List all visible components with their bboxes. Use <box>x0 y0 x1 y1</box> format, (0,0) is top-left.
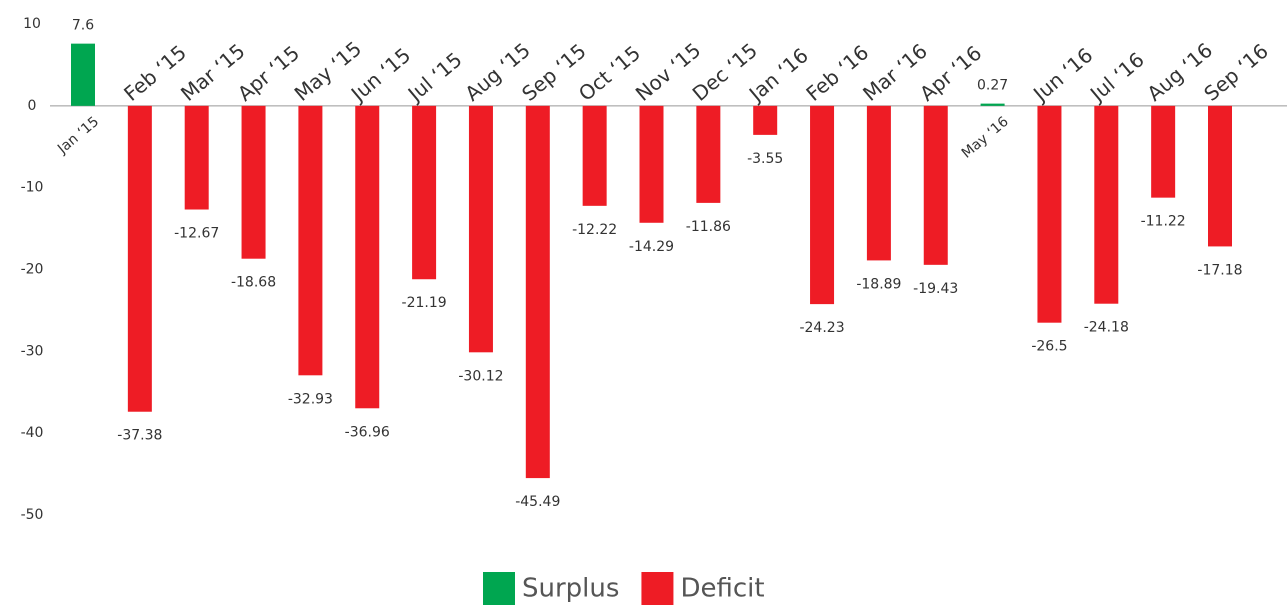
y-tick-label: 10 <box>23 16 41 32</box>
legend-swatch <box>641 572 674 605</box>
bar <box>71 43 95 106</box>
y-tick-label: -40 <box>21 425 44 441</box>
data-label: -12.22 <box>572 222 617 238</box>
bar <box>298 105 323 376</box>
x-tick-label: Jul ‘15 <box>402 47 467 107</box>
x-tick-label: May ‘16 <box>959 114 1012 162</box>
bar <box>866 105 891 261</box>
bar <box>696 105 721 203</box>
bar <box>1094 105 1119 304</box>
legend-label: Deficit <box>680 574 764 604</box>
data-label: -36.96 <box>345 424 390 440</box>
bar <box>184 105 209 210</box>
y-tick-label: -20 <box>21 262 44 278</box>
data-label: 7.6 <box>72 18 94 34</box>
data-label: -17.18 <box>1197 262 1242 278</box>
bar <box>355 105 380 409</box>
bar <box>241 105 266 259</box>
data-label: -30.12 <box>458 368 503 384</box>
bar <box>582 105 607 206</box>
y-tick-label: -50 <box>21 507 44 523</box>
bar <box>525 105 550 479</box>
y-tick-label: -10 <box>21 180 44 196</box>
legend-swatch <box>483 572 515 605</box>
bar <box>468 105 493 353</box>
x-tick-label: Feb ‘16 <box>801 40 873 106</box>
x-tick-label: Jan ‘15 <box>54 114 102 158</box>
bar <box>412 105 437 280</box>
data-label: -3.55 <box>747 151 783 167</box>
data-label: -18.68 <box>231 275 276 291</box>
data-label: -32.93 <box>288 391 333 407</box>
y-tick-label: -30 <box>21 343 44 359</box>
data-label: -37.38 <box>117 428 162 444</box>
x-tick-label: Jun ‘16 <box>1027 43 1097 107</box>
bar <box>753 105 778 135</box>
bar <box>980 103 1005 106</box>
bar <box>923 105 948 265</box>
data-label: -24.23 <box>799 320 844 336</box>
data-label: -26.5 <box>1031 339 1067 355</box>
bar <box>1208 105 1232 247</box>
data-label: -21.19 <box>402 295 447 311</box>
bar <box>810 105 835 305</box>
data-label: -11.22 <box>1141 214 1186 230</box>
data-label: -12.67 <box>174 226 219 242</box>
x-tick-label: Jul ‘16 <box>1084 47 1149 107</box>
bar <box>127 105 152 412</box>
data-label: -18.89 <box>856 276 901 292</box>
data-label: -19.43 <box>913 281 958 297</box>
bar <box>1037 105 1062 323</box>
data-label: -45.49 <box>515 494 560 510</box>
data-label: 0.27 <box>977 78 1008 94</box>
y-tick-label: 0 <box>28 98 37 114</box>
data-label: -24.18 <box>1084 320 1129 336</box>
x-tick-label: Feb ‘15 <box>119 40 191 106</box>
data-label: -14.29 <box>629 239 674 255</box>
data-label: -11.86 <box>686 219 731 235</box>
bar <box>1151 105 1176 198</box>
legend-label: Surplus <box>522 574 619 604</box>
bar <box>639 105 664 223</box>
